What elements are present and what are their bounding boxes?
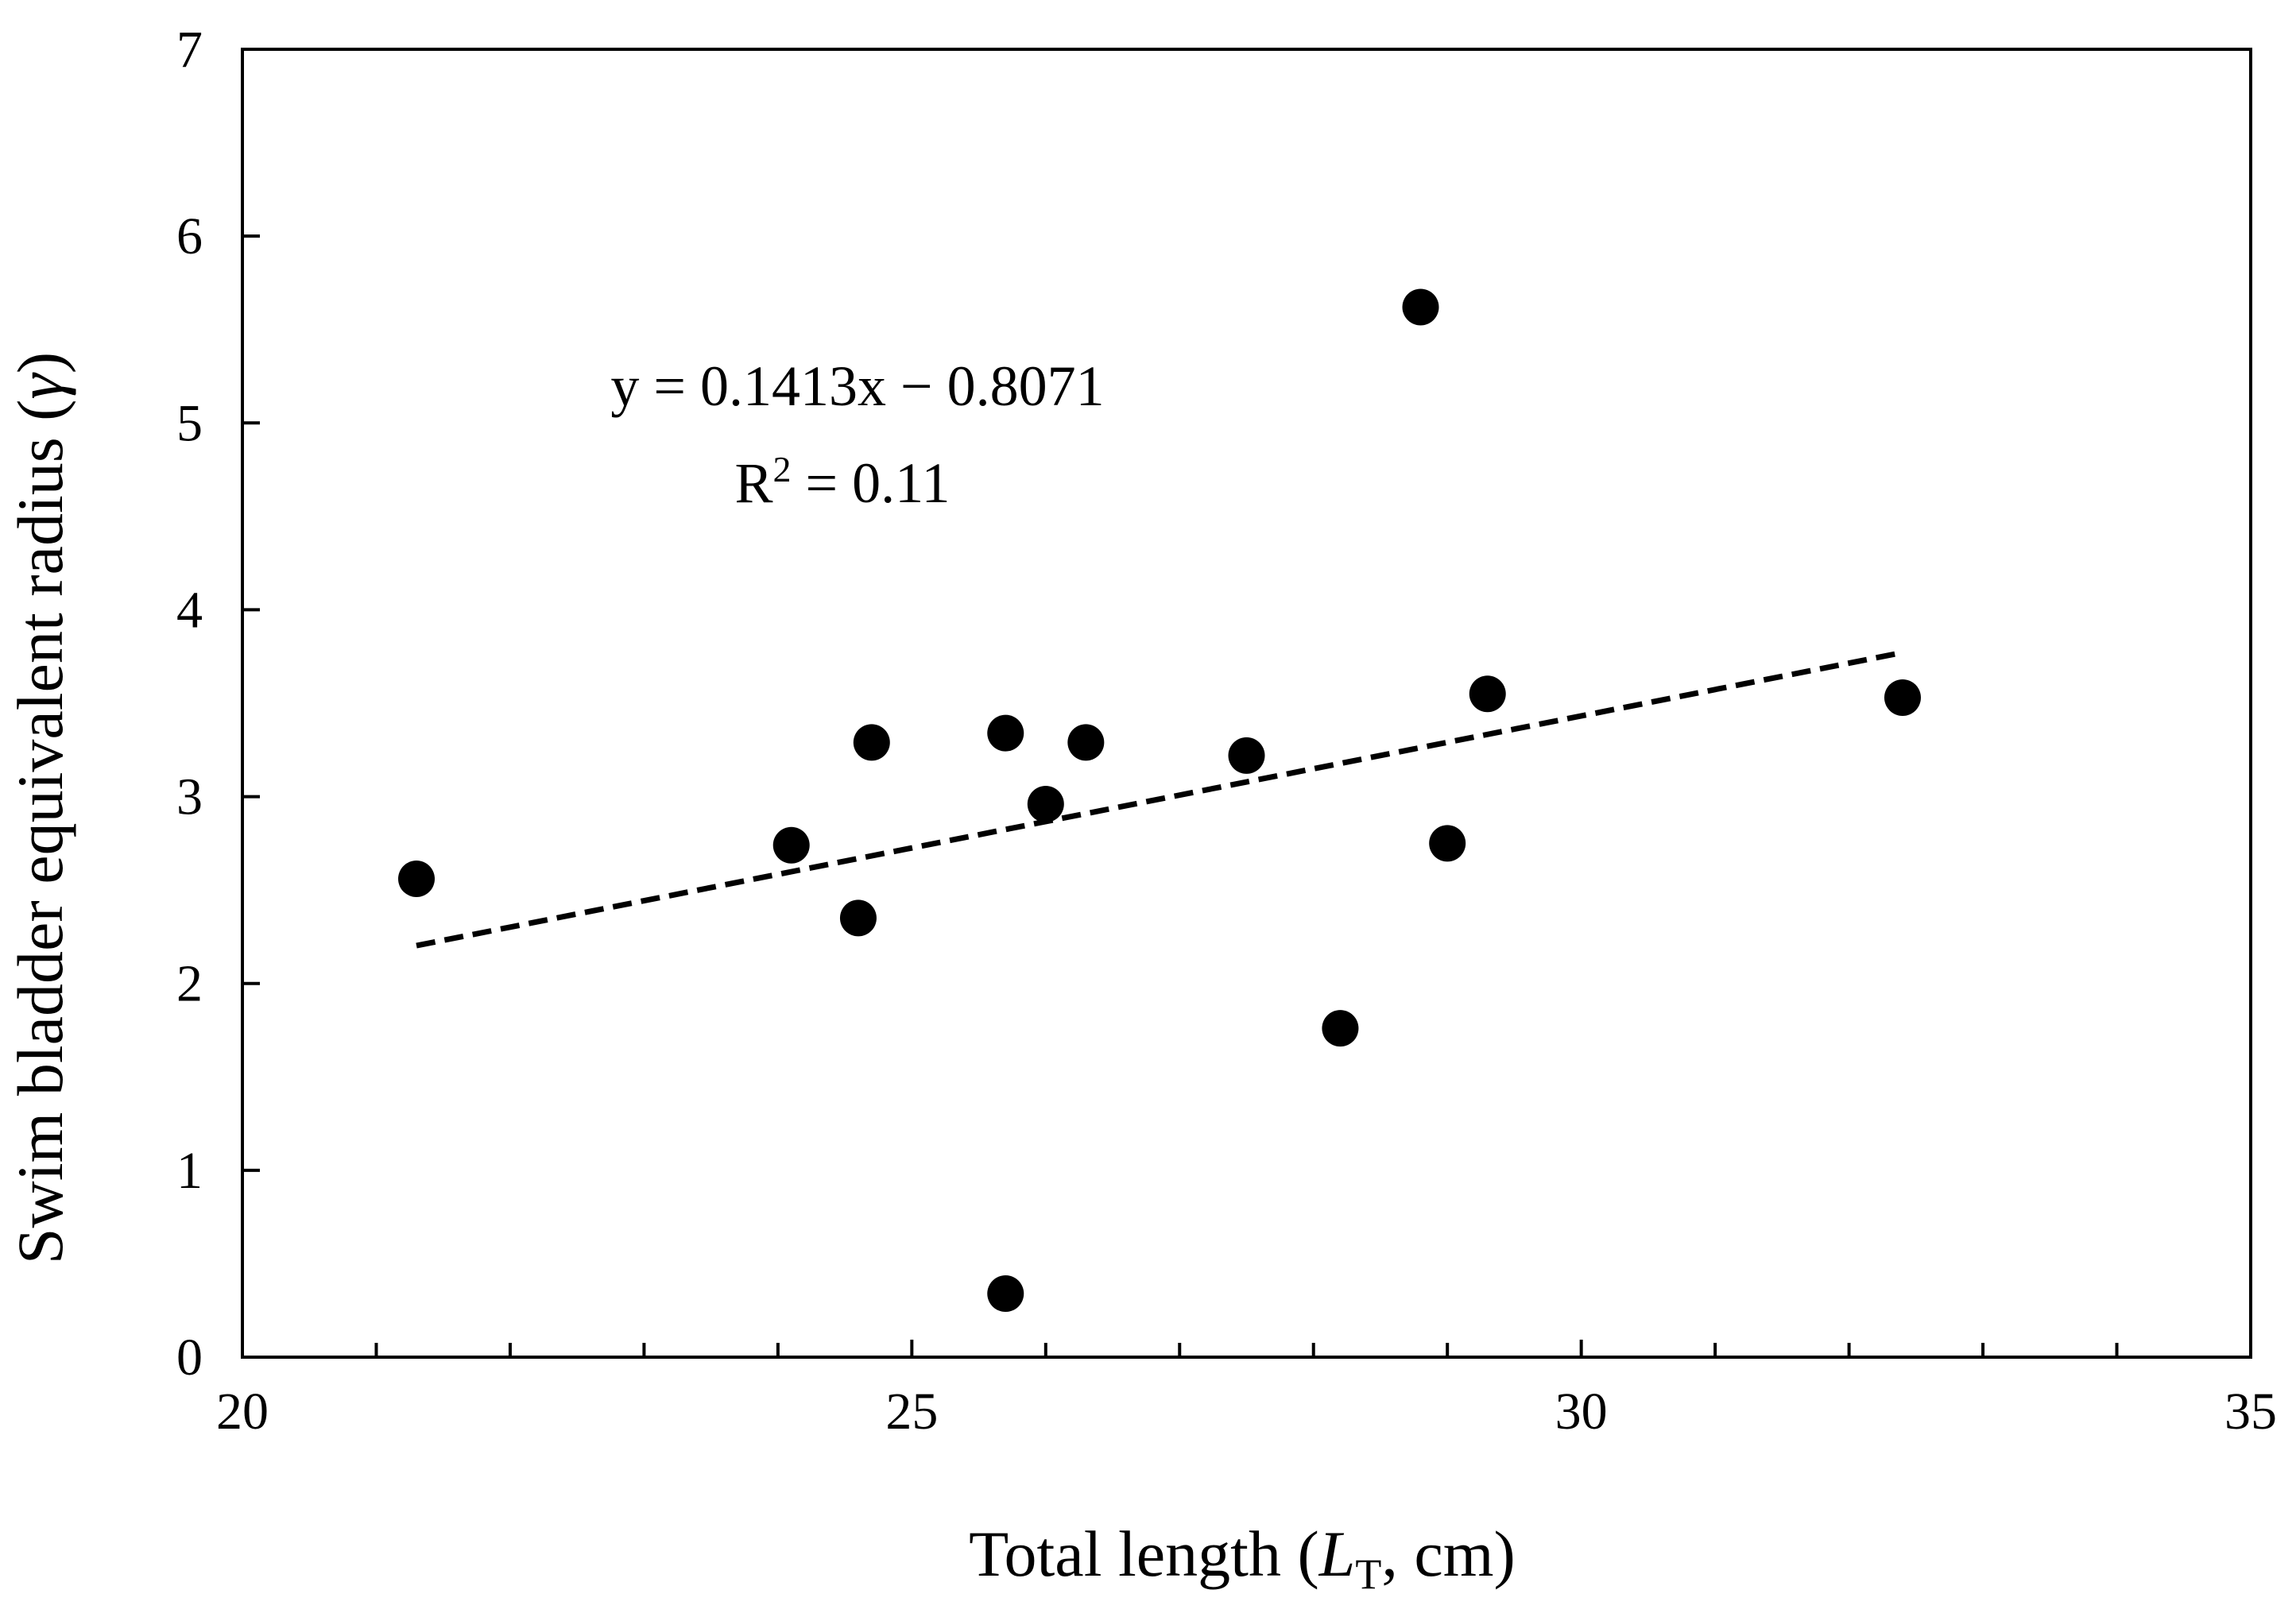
y-tick-label: 6	[176, 207, 203, 265]
data-point	[987, 714, 1024, 752]
x-axis-title-symbol: L	[1318, 1518, 1356, 1590]
x-axis-title: Total length (LT, cm)	[969, 1518, 1516, 1598]
trendline-group	[416, 649, 1903, 949]
x-axis-title-suffix: , cm)	[1381, 1518, 1515, 1590]
plot-frame	[241, 48, 2252, 1359]
data-point	[1884, 679, 1921, 716]
x-tick-label: 35	[2224, 1383, 2277, 1441]
y-axis-title-suffix: )	[4, 352, 76, 373]
data-point	[1067, 724, 1105, 761]
x-axis-ticks: 20 25 30 35	[216, 1340, 2277, 1441]
x-axis-title-subscript: T	[1355, 1550, 1381, 1598]
r-squared-prefix: R	[735, 451, 773, 515]
r-squared-suffix: = 0.11	[792, 451, 951, 515]
data-point	[853, 724, 890, 761]
y-tick-label: 7	[176, 21, 203, 79]
r-squared-superscript: 2	[773, 449, 792, 489]
y-tick-label: 0	[176, 1329, 203, 1387]
data-point	[1322, 1010, 1359, 1047]
y-axis-title-prefix: Swim bladder equivalent radius (	[4, 400, 76, 1265]
data-points	[398, 288, 1921, 1313]
y-axis-title-symbol: γ	[4, 372, 76, 400]
data-point	[1027, 785, 1064, 822]
data-point	[839, 899, 877, 937]
x-tick-label: 30	[1555, 1383, 1608, 1441]
y-axis-title: Swim bladder equivalent radius (γ)	[4, 352, 76, 1264]
x-axis-title-prefix: Total length (	[969, 1518, 1319, 1590]
y-tick-label: 1	[176, 1142, 203, 1200]
data-point	[1228, 737, 1265, 774]
data-point	[1402, 288, 1439, 326]
y-tick-label: 2	[176, 955, 203, 1013]
y-tick-label: 5	[176, 394, 203, 452]
y-tick-label: 4	[176, 581, 203, 639]
data-point	[772, 826, 810, 864]
plot-area-border	[241, 48, 2252, 1359]
data-point	[1469, 675, 1506, 713]
data-point	[987, 1275, 1024, 1313]
equation-annotation: y = 0.1413x − 0.8071	[610, 354, 1104, 418]
r-squared-annotation: R2 = 0.11	[735, 449, 951, 515]
x-tick-label: 20	[216, 1383, 269, 1441]
data-point	[398, 861, 436, 898]
data-point	[1429, 825, 1466, 862]
y-axis-ticks: 0 1 2 3 4 5 6 7	[176, 21, 260, 1387]
x-tick-label: 25	[885, 1383, 938, 1441]
trendline	[416, 649, 1903, 949]
y-tick-label: 3	[176, 768, 203, 826]
